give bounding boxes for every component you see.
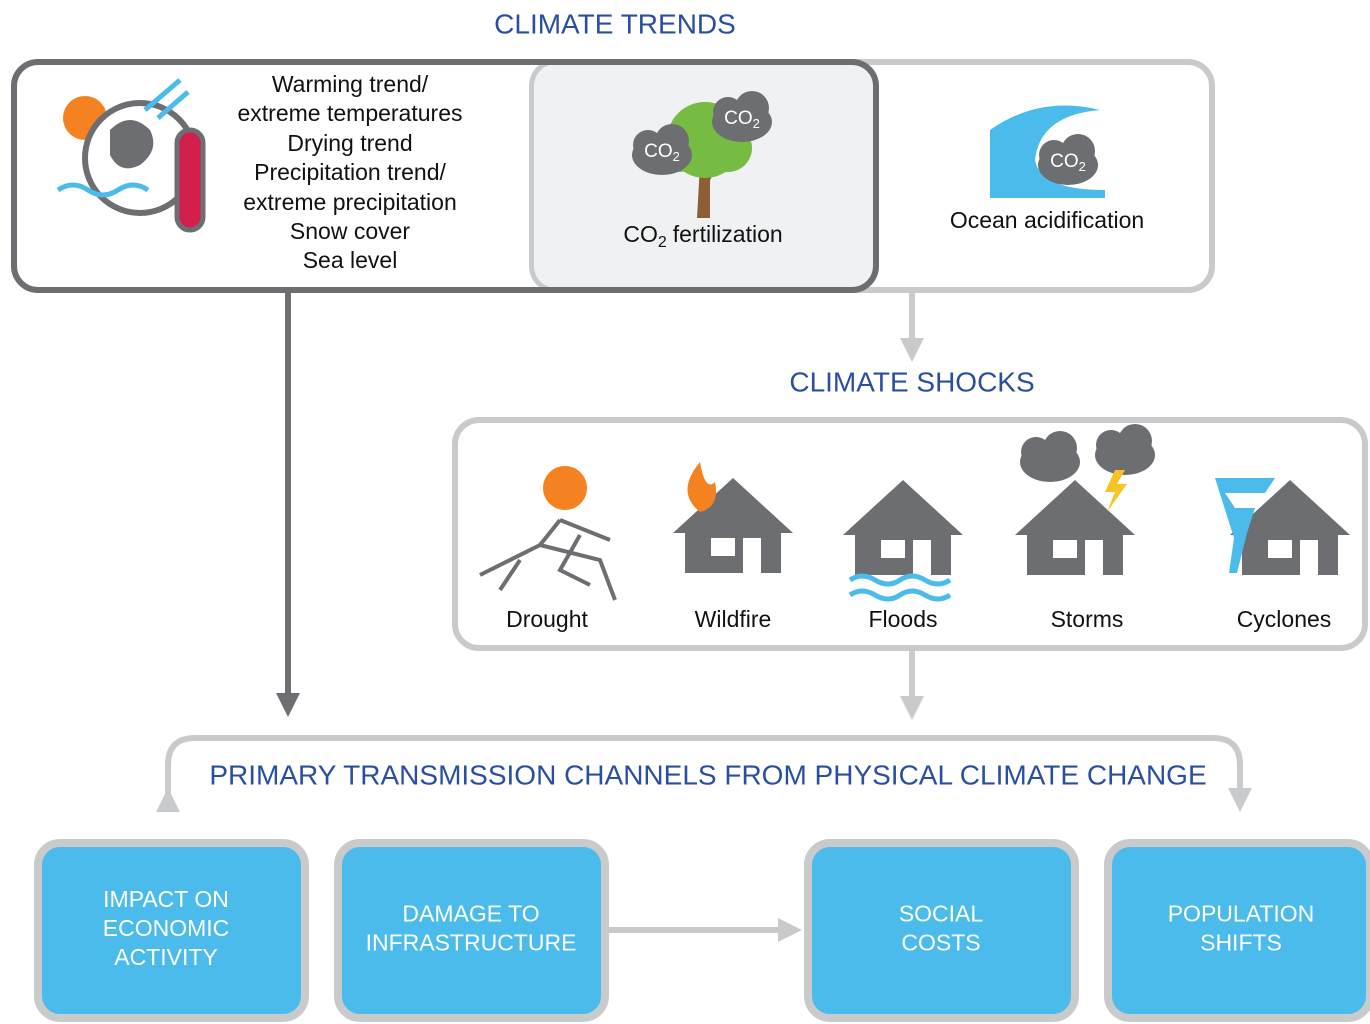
co2-sub: 2: [753, 116, 760, 131]
trend-line: Snow cover: [290, 218, 411, 244]
co2-sub: 2: [1079, 159, 1086, 174]
co2-main: CO: [644, 141, 673, 162]
shock-label: Floods: [868, 606, 937, 632]
co2-main: CO: [724, 108, 753, 129]
diagram: CLIMATE TRENDS Warming trend/ extreme te…: [0, 0, 1370, 1024]
channel-label: ACTIVITY: [114, 944, 218, 970]
shock-label: Cyclones: [1237, 606, 1332, 632]
shocks-title: CLIMATE SHOCKS: [789, 366, 1034, 397]
shock-label: Drought: [506, 606, 588, 632]
channel-label: INFRASTRUCTURE: [366, 930, 577, 956]
channels-title: PRIMARY TRANSMISSION CHANNELS FROM PHYSI…: [209, 759, 1206, 790]
globe-icon: [58, 80, 203, 230]
trend-line: Precipitation trend/: [254, 159, 446, 185]
trend-line: extreme temperatures: [238, 100, 463, 126]
trend-line: Drying trend: [287, 130, 412, 156]
shock-label: Wildfire: [695, 606, 772, 632]
trend-line: Warming trend/: [272, 71, 429, 97]
co2-sub: 2: [658, 234, 667, 251]
trend-line: Sea level: [303, 247, 398, 273]
channel-label: IMPACT ON: [103, 886, 229, 912]
co2-main: CO: [1050, 151, 1079, 172]
trends-title: CLIMATE TRENDS: [494, 8, 736, 39]
shock-label: Storms: [1051, 606, 1124, 632]
trend-line: extreme precipitation: [243, 189, 457, 215]
channel-label: COSTS: [901, 930, 980, 956]
channel-label: SHIFTS: [1200, 930, 1282, 956]
co2-main: CO: [623, 221, 658, 247]
channel-label: ECONOMIC: [103, 915, 230, 941]
channel-label: DAMAGE TO: [402, 901, 539, 927]
fertilization: fertilization: [673, 221, 783, 247]
co2-sub: 2: [673, 149, 680, 164]
channel-label: POPULATION: [1168, 901, 1315, 927]
channel-label: SOCIAL: [899, 901, 984, 927]
co2-fertilization-label: CO2 fertilization: [623, 221, 782, 251]
ocean-label: Ocean acidification: [950, 207, 1144, 233]
